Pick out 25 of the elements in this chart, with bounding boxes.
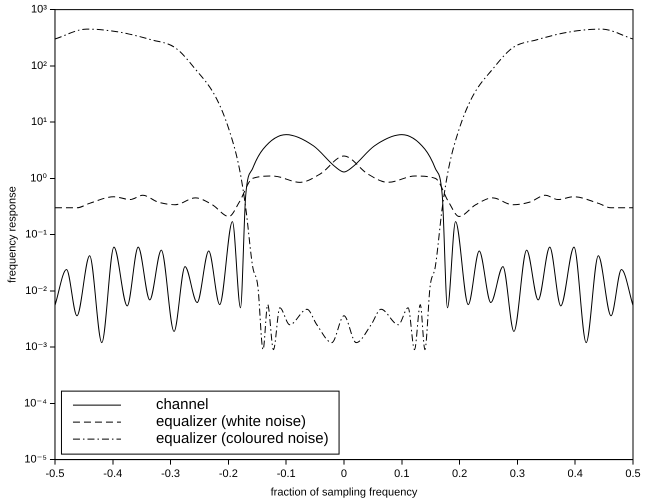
x-tick-label: -0.2 [218,468,238,480]
y-tick-label: 10⁰ [30,172,48,184]
x-tick-label: 0.5 [625,468,641,480]
y-tick-label: 10³ [31,4,48,16]
x-tick-label: -0.4 [103,468,122,480]
x-tick-label: -0.3 [161,468,180,480]
x-tick-label: 0.1 [394,468,410,480]
x-tick-label: 0.4 [568,468,583,480]
y-tick-label: 10⁻¹ [25,228,48,241]
x-tick-label: -0.1 [276,468,296,480]
y-tick-label: 10² [31,60,48,72]
x-tick-label: 0 [340,468,348,480]
y-tick-label: 10⁻⁵ [24,454,47,466]
legend-label: channel [156,396,209,414]
y-axis-title: frequency response [6,186,19,283]
x-tick-label: 0.3 [510,468,526,480]
y-tick-label: 10¹ [31,116,48,128]
y-tick-label: 10⁻³ [25,341,48,354]
legend-label: equalizer (white noise) [156,413,306,430]
x-tick-label: 0.2 [452,468,468,480]
x-axis-title: fraction of sampling frequency [270,486,418,498]
y-tick-label: 10⁻⁴ [24,397,48,410]
legend-label: equalizer (coloured noise) [156,430,329,448]
y-tick-label: 10⁻² [25,284,48,297]
x-tick-label: -0.5 [45,468,64,480]
